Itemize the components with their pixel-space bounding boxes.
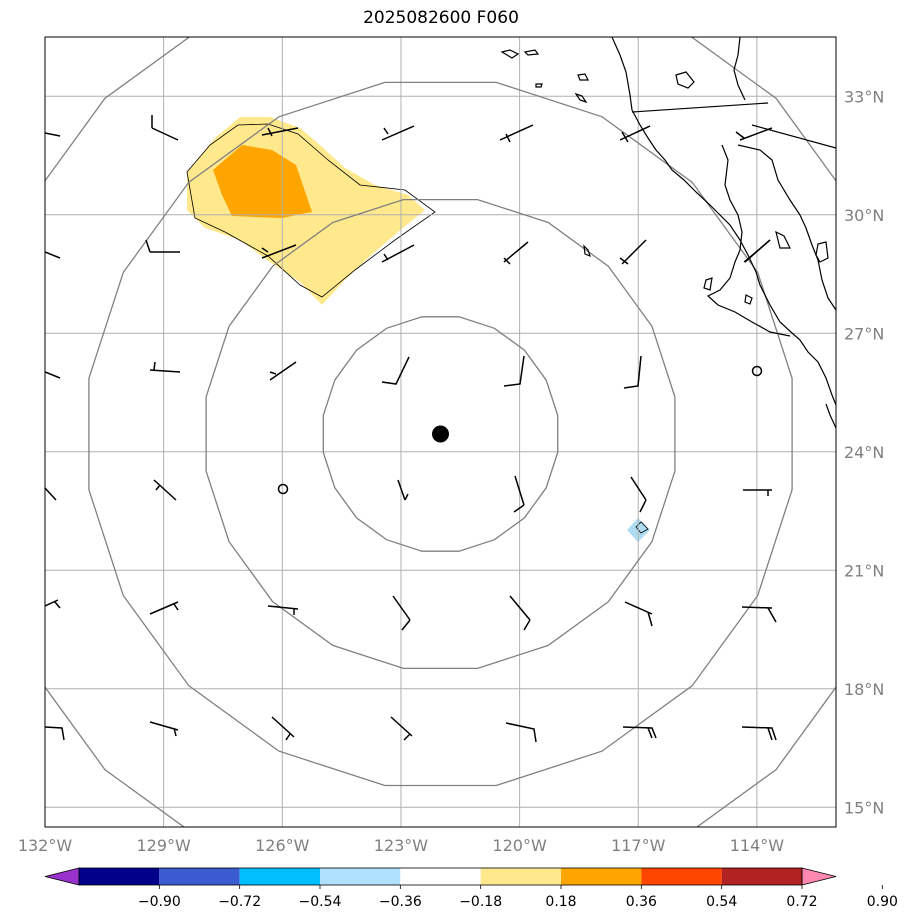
longitude-tick-label: 129°W [136,836,191,855]
colorbar-bin [79,868,160,885]
storm-center-marker [432,425,449,443]
colorbar-min-extend [44,867,80,886]
colorbar: −0.90 −0.72 −0.54 −0.36 −0.18 0.18 0.36 0.54 0.7… [44,867,898,910]
colorbar-frame [78,867,803,886]
latitude-tick-label: 18°N [844,680,884,699]
latitude-tick-label: 24°N [844,443,884,462]
colorbar-tick-label: −0.90 [138,894,181,910]
coastline [500,37,836,429]
colorbar-tick-label: 0.18 [545,894,576,910]
colorbar-bin [320,868,401,885]
calm-wind-marker [277,483,289,495]
range-ring [45,37,836,827]
map-area [45,37,836,827]
colorbar-tick-label: 0.90 [867,894,898,910]
colorbar-bin [561,868,642,885]
range-ring [322,316,559,552]
latitude-tick-label: 33°N [844,87,884,106]
longitude-labels: 132°W 129°W 126°W 123°W 120°W 117°W 114°W [18,836,784,855]
longitude-tick-label: 120°W [492,836,547,855]
latitude-tick-label: 30°N [844,206,884,225]
latitude-tick-label: 21°N [844,561,884,580]
colorbar-tick-label: −0.36 [379,894,422,910]
longitude-tick-label: 123°W [374,836,429,855]
colorbar-bin [480,868,561,885]
colorbar-tick-label: −0.18 [459,894,502,910]
anomaly-fill-orange [213,145,312,218]
map-frame [44,36,837,828]
colorbar-tick-label: 0.54 [706,894,737,910]
border-lines [631,102,836,263]
gridlines [45,37,836,827]
colorbar-bin [159,868,240,885]
colorbar-tick-label: −0.54 [299,894,342,910]
contour-line-small [635,521,649,534]
contour-line [186,123,436,298]
colorbar-tick-label: −0.72 [218,894,261,910]
wind-barbs [45,115,777,743]
latitude-labels: 33°N 30°N 27°N 24°N 21°N 18°N 15°N [844,87,884,817]
colorbar-tick-label: 0.72 [786,894,817,910]
colorbar-max-extend [801,867,837,886]
longitude-tick-label: 126°W [255,836,310,855]
range-ring [88,81,793,787]
longitude-tick-label: 114°W [730,836,785,855]
map-title: 2025082600 F060 [363,8,519,28]
colorbar-bin [239,868,320,885]
colorbar-bin [721,868,802,885]
calm-wind-marker [751,365,763,377]
latitude-tick-label: 15°N [844,798,884,817]
longitude-tick-label: 132°W [18,836,73,855]
longitude-tick-label: 117°W [611,836,666,855]
colorbar-bin [641,868,722,885]
latitude-tick-label: 27°N [844,324,884,343]
colorbar-tick-label: 0.36 [626,894,657,910]
range-rings [45,37,836,827]
colorbar-bin [400,868,481,885]
